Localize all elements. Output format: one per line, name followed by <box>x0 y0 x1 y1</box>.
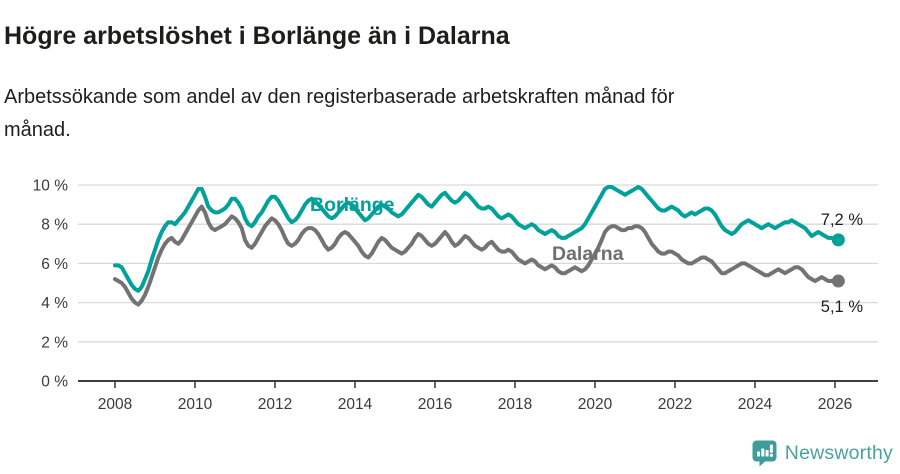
svg-text:2016: 2016 <box>418 396 452 413</box>
borlange-series-label: Borlänge <box>310 194 395 216</box>
svg-text:0 %: 0 % <box>41 374 68 391</box>
svg-text:2018: 2018 <box>498 396 532 413</box>
svg-text:2024: 2024 <box>738 396 773 413</box>
chart-subtitle: Arbetssökande som andel av den registerb… <box>4 86 675 141</box>
svg-text:2 %: 2 % <box>41 334 68 351</box>
svg-text:2026: 2026 <box>818 396 852 413</box>
svg-text:2008: 2008 <box>98 396 132 413</box>
svg-text:2022: 2022 <box>658 396 692 413</box>
svg-text:4 %: 4 % <box>41 295 68 312</box>
svg-text:6 %: 6 % <box>41 256 68 273</box>
dalarna-end-value-label: 5,1 % <box>821 298 864 316</box>
svg-text:2014: 2014 <box>338 396 373 413</box>
newsworthy-logo[interactable]: Newsworthy <box>751 439 893 467</box>
svg-text:2012: 2012 <box>258 396 292 413</box>
newsworthy-wordmark: Newsworthy <box>784 441 893 464</box>
svg-text:2010: 2010 <box>178 396 213 413</box>
newsworthy-icon <box>752 440 777 467</box>
dalarna-series-label: Dalarna <box>552 243 624 265</box>
svg-text:8 %: 8 % <box>41 217 68 234</box>
svg-text:2020: 2020 <box>578 396 613 413</box>
svg-text:10 %: 10 % <box>33 178 69 195</box>
page-title: Högre arbetslöshet i Borlänge än i Dalar… <box>4 21 510 50</box>
borlange-end-value-label: 7,2 % <box>821 211 864 229</box>
chart-plot-area: 10 % 8 % 6 % 4 % 2 % 0 % 2008 2010 2012 2014 2016 2… <box>33 178 878 413</box>
